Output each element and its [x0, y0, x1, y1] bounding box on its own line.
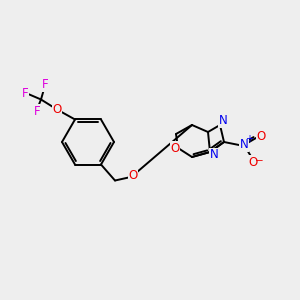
- Text: −: −: [255, 156, 263, 166]
- Text: O: O: [248, 155, 258, 169]
- Text: N: N: [219, 115, 227, 128]
- Text: O: O: [52, 103, 62, 116]
- Text: O: O: [128, 169, 138, 182]
- Text: F: F: [42, 78, 48, 91]
- Text: N: N: [210, 148, 218, 161]
- Text: F: F: [34, 105, 40, 118]
- Text: O: O: [170, 142, 180, 154]
- Text: O: O: [256, 130, 266, 143]
- Text: F: F: [22, 87, 28, 100]
- Text: +: +: [245, 134, 253, 144]
- Text: N: N: [240, 139, 248, 152]
